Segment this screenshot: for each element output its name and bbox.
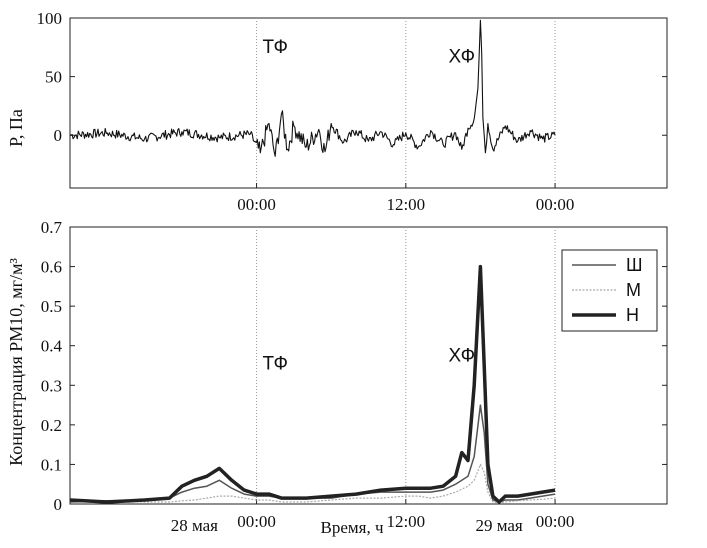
legend: Ш М Н xyxy=(561,249,658,332)
legend-box xyxy=(561,249,658,332)
top-annotation: ТФ xyxy=(263,37,288,58)
bot-y-tick-label: 0.5 xyxy=(41,297,62,316)
date-label: 28 мая xyxy=(171,516,218,535)
top-series-line-1 xyxy=(69,19,556,157)
pressure-panel: Р, Па 0 50 100 00:00 12:00 00:00 ТФ ХФ xyxy=(6,9,668,214)
legend-label-m: М xyxy=(626,280,641,300)
bot-y-tick-label: 0.3 xyxy=(41,376,62,395)
top-y-tick-label: 100 xyxy=(37,9,63,28)
date-label: 29 мая xyxy=(475,516,522,535)
top-y-tick-label: 0 xyxy=(54,126,63,145)
legend-label-sh: Ш xyxy=(626,255,643,275)
bot-y-tick-label: 0.7 xyxy=(41,218,63,237)
bot-x-tick-label: 00:00 xyxy=(237,512,276,531)
bot-series-line-2 xyxy=(69,463,556,504)
pm10-plot-frame xyxy=(69,226,668,505)
pm10-y-axis-label: Концентрация РМ10, мг/м³ xyxy=(6,258,26,466)
bot-series-line-3 xyxy=(69,264,556,504)
top-x-tick-label: 00:00 xyxy=(237,195,276,214)
bot-x-tick-label: 12:00 xyxy=(386,512,425,531)
bot-y-tick-label: 0.2 xyxy=(41,416,62,435)
bot-y-tick-label: 0.4 xyxy=(41,337,63,356)
bot-series-line-1 xyxy=(69,404,556,503)
pm10-x-axis-label: Время, ч xyxy=(320,518,383,537)
top-x-tick-label: 12:00 xyxy=(386,195,425,214)
pm10-panel: Концентрация РМ10, мг/м³ 0 0.1 0.2 0.3 0.4 0.… xyxy=(6,218,668,537)
top-x-tick-label: 00:00 xyxy=(536,195,575,214)
pressure-y-axis-label: Р, Па xyxy=(6,109,26,147)
bot-y-tick-label: 0 xyxy=(54,495,63,514)
bot-annotation: ТФ xyxy=(263,353,288,374)
legend-label-n: Н xyxy=(626,305,639,325)
top-y-tick-label: 50 xyxy=(45,68,62,87)
pressure-plot-frame xyxy=(69,17,668,189)
bot-y-tick-label: 0.6 xyxy=(41,258,62,277)
bot-y-tick-label: 0.1 xyxy=(41,455,62,474)
top-annotation: ХФ xyxy=(449,47,476,68)
bot-x-tick-label: 00:00 xyxy=(536,512,575,531)
bot-annotation: ХФ xyxy=(449,346,476,367)
